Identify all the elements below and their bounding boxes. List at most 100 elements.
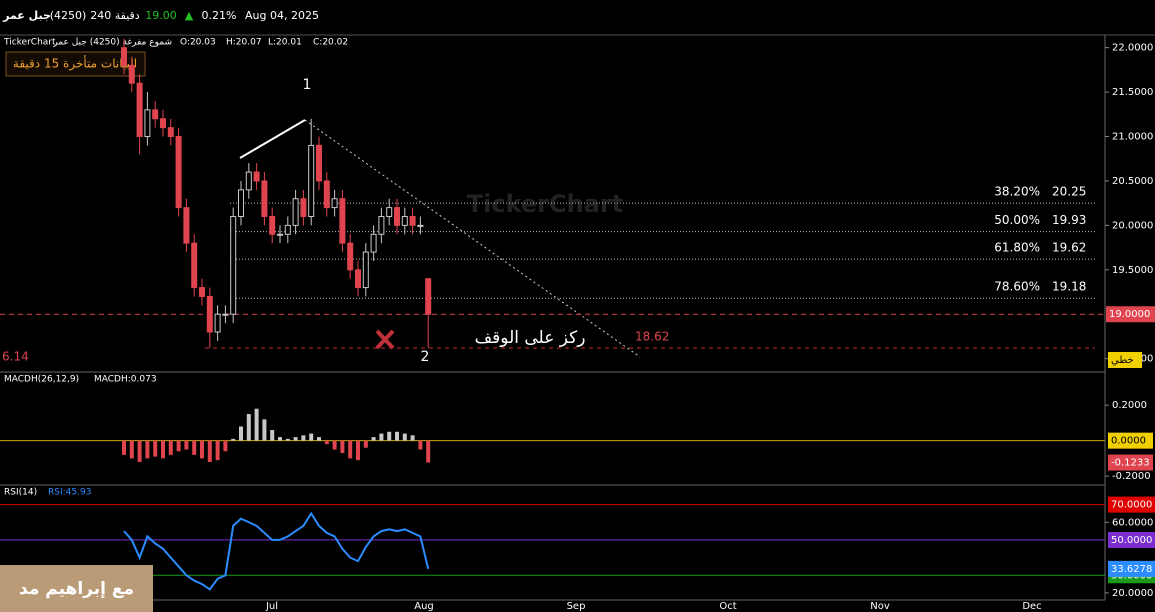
candle-body <box>167 127 174 138</box>
candle-body <box>355 269 361 289</box>
zero-label: 0.0000 <box>1111 436 1146 447</box>
macd-last-label-box <box>1108 454 1153 471</box>
macd-bar <box>356 440 360 461</box>
fib-label: 78.60% <box>994 280 1040 294</box>
macd-bar <box>168 440 173 455</box>
y-tick-label: 21.5000 <box>1112 87 1153 98</box>
candle-body <box>308 144 315 217</box>
macd-bar <box>387 431 392 441</box>
series-label: شموع مفرغة (4250) جبل عمر <box>52 38 172 48</box>
trend-line <box>304 119 641 358</box>
macd-bar <box>192 440 197 455</box>
macd-bar <box>270 430 275 441</box>
candle-body <box>136 82 143 138</box>
macd-bar <box>379 433 384 441</box>
macd-bar <box>332 440 337 450</box>
candle-body <box>284 224 291 235</box>
candle-body <box>245 171 252 191</box>
candle-body <box>206 295 213 333</box>
macd-bar <box>371 437 376 441</box>
candle-body <box>128 64 135 84</box>
candle-body <box>323 180 330 209</box>
candle-body <box>409 215 416 226</box>
fib-value: 19.62 <box>1052 241 1086 255</box>
macd-bar <box>363 440 368 448</box>
fib-value: 19.18 <box>1052 280 1086 294</box>
candle-body <box>214 313 221 333</box>
candle-body <box>261 180 268 217</box>
ohlc-open: O:20.03 <box>180 38 216 48</box>
x-tick-label: Nov <box>870 601 890 612</box>
rsi-level-label-box <box>1108 531 1155 548</box>
delay-notice: البيانات متأخرة 15 دقيقة <box>13 55 137 72</box>
candle-body <box>269 215 276 235</box>
macd-bar <box>223 440 228 452</box>
candle-body <box>152 109 159 120</box>
scale-mode: خطي <box>1111 355 1134 366</box>
candle-body <box>160 118 166 129</box>
macd-bar <box>200 440 204 459</box>
macd-bar <box>426 440 431 463</box>
macd-bar <box>122 440 126 455</box>
rsi-level-label: 50.0000 <box>1111 535 1152 546</box>
fib-value: 20.25 <box>1052 185 1086 199</box>
last-price-label: 19.0000 <box>1109 309 1150 320</box>
macd-bar <box>239 426 243 441</box>
watermark: TickerChart <box>467 190 623 218</box>
stock-code: (4250) <box>50 9 87 22</box>
fib-value: 19.93 <box>1052 213 1086 227</box>
candle-body <box>394 207 400 226</box>
macd-bar <box>340 440 345 454</box>
stock-name: جبل عمر <box>2 9 51 22</box>
macd-bar <box>246 414 251 441</box>
macd-last-label: -0.1233 <box>1111 458 1150 469</box>
macd-bar <box>301 435 306 441</box>
rsi-last-label: 33.6278 <box>1111 564 1152 575</box>
rsi-level-label: 70.0000 <box>1111 500 1152 511</box>
wave-label: 2 <box>421 349 430 365</box>
macd-bar <box>285 438 290 441</box>
macd-bar <box>161 440 165 459</box>
macd-bar <box>410 435 415 441</box>
stop-cross <box>375 329 395 350</box>
rsi-readout: RSI:45.93 <box>48 488 91 498</box>
macd-bar <box>176 440 181 452</box>
candle-body <box>300 198 307 217</box>
macd-bar <box>207 440 212 462</box>
candle-body <box>401 215 408 226</box>
scale-mode-box <box>1108 352 1142 368</box>
candle-body <box>222 313 229 316</box>
candle-body <box>417 224 424 227</box>
macd-bar <box>262 419 267 441</box>
zero-label-box <box>1108 432 1153 449</box>
x-tick-label: Dec <box>1022 601 1041 612</box>
candle-body <box>378 215 385 235</box>
candle-body <box>292 198 299 226</box>
rsi-title: RSI(14) <box>4 488 37 498</box>
macd-bar <box>137 440 142 462</box>
wave-label: 1 <box>303 77 312 93</box>
y-tick-label: -0.2000 <box>1112 471 1151 482</box>
x-tick-label: Sep <box>567 601 586 612</box>
left-value: 6.14 <box>2 350 29 364</box>
interval: 240 دقيقة <box>90 9 140 22</box>
macd-bar <box>153 440 158 457</box>
last-price: 19.00 <box>145 9 177 22</box>
fib-label: 50.00% <box>994 213 1040 227</box>
stop-label: 18.62 <box>635 330 669 344</box>
candle-body <box>253 171 260 182</box>
wave-line <box>239 119 306 159</box>
fib-label: 61.80% <box>994 241 1040 255</box>
macd-bar <box>145 440 150 459</box>
brand: TickerChart <box>3 38 56 48</box>
candle-body <box>175 136 182 209</box>
macd-bar <box>231 438 236 441</box>
candle-body <box>121 47 127 66</box>
candle-body <box>277 233 283 236</box>
date: Aug 04, 2025 <box>245 9 319 22</box>
macd-bar <box>348 440 353 459</box>
fib-label: 38.20% <box>994 185 1040 199</box>
y-tick-label: 60.0000 <box>1112 517 1153 528</box>
macd-bar <box>129 440 134 459</box>
